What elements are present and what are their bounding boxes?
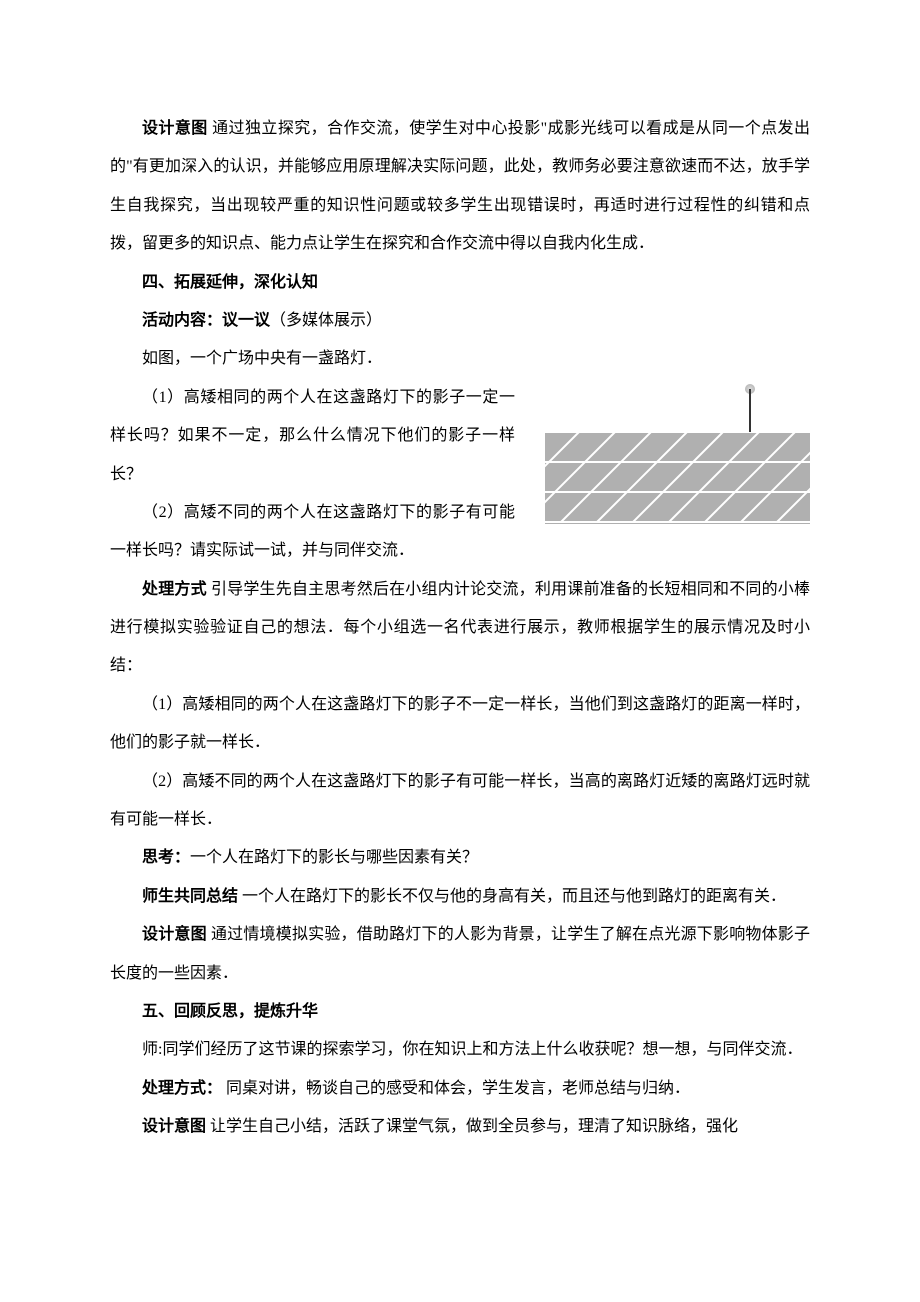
design-intent-label-3: 设计意图 [142, 1118, 206, 1135]
activity-label: 活动内容：议一议 [142, 312, 270, 329]
design-intent-content: 通过独立探究，合作交流，使学生对中心投影"成影光线可以看成是从同一个点发出的"有… [110, 120, 810, 252]
answer-1: （1）高矮相同的两个人在这盏路灯下的影子不一定一样长，当他们到这盏路灯的距离一样… [110, 686, 810, 763]
processing-content-2: 同桌对讲，畅谈自己的感受和体会，学生发言，老师总结与归纳． [222, 1080, 690, 1097]
thinking-label: 思考： [142, 849, 190, 866]
lamp-diagram [545, 389, 810, 524]
teacher-question: 师:同学们经历了这节课的探索学习，你在知识上和方法上什么收获呢？想一想，与同伴交… [110, 1031, 810, 1069]
processing-method-2: 处理方式： 同桌对讲，畅谈自己的感受和体会，学生发言，老师总结与归纳． [110, 1070, 810, 1108]
question-2: （2）高矮不同的两个人在这盏路灯下的影子有可能一样长吗？请实际试一试，并与同伴交… [110, 494, 515, 571]
design-intent-2: 设计意图 通过情境模拟实验，借助路灯下的人影为背景，让学生了解在点光源下影响物体… [110, 916, 810, 993]
design-intent-1: 设计意图 通过独立探究，合作交流，使学生对中心投影"成影光线可以看成是从同一个点… [110, 110, 810, 264]
thinking-content: 一个人在路灯下的影长与哪些因素有关？ [190, 849, 478, 866]
design-intent-label: 设计意图 [142, 120, 208, 137]
teacher-student-summary: 师生共同总结 一个人在路灯下的影长不仅与他的身高有关，而且还与他到路灯的距离有关… [110, 878, 810, 916]
question-with-diagram: （1）高矮相同的两个人在这盏路灯下的影子一定一样长吗？如果不一定，那么什么情况下… [110, 379, 810, 571]
processing-content: 引导学生先自主思考然后在小组内计论交流，利用课前准备的长短相同和不同的小棒进行模… [110, 581, 810, 675]
question-1: （1）高矮相同的两个人在这盏路灯下的影子一定一样长吗？如果不一定，那么什么情况下… [110, 379, 515, 494]
design-intent-content-3: 让学生自己小结，活跃了课堂气氛，做到全员参与，理清了知识脉络，强化 [206, 1118, 738, 1135]
activity-content: 活动内容：议一议（多媒体展示） [110, 302, 810, 340]
summary-content: 一个人在路灯下的影长不仅与他的身高有关，而且还与他到路灯的距离有关． [238, 888, 786, 905]
design-intent-content-2: 通过情境模拟实验，借助路灯下的人影为背景，让学生了解在点光源下影响物体影子长度的… [110, 926, 810, 981]
section-5-title: 五、回顾反思，提炼升华 [110, 993, 810, 1031]
figure-intro: 如图，一个广场中央有一盏路灯． [110, 340, 810, 378]
ground-svg [545, 432, 810, 524]
section-4-title: 四、拓展延伸，深化认知 [110, 264, 810, 302]
design-intent-label-2: 设计意图 [142, 926, 207, 943]
ground-tiles [545, 432, 810, 524]
thinking: 思考：一个人在路灯下的影长与哪些因素有关？ [110, 839, 810, 877]
processing-label-2: 处理方式： [142, 1080, 222, 1097]
answer-2: （2）高矮不同的两个人在这盏路灯下的影子有可能一样长，当高的离路灯近矮的离路灯远… [110, 763, 810, 840]
activity-text: （多媒体展示） [270, 312, 382, 329]
processing-label: 处理方式 [142, 581, 207, 598]
processing-method-1: 处理方式 引导学生先自主思考然后在小组内计论交流，利用课前准备的长短相同和不同的… [110, 571, 810, 686]
design-intent-3: 设计意图 让学生自己小结，活跃了课堂气氛，做到全员参与，理清了知识脉络，强化 [110, 1108, 810, 1146]
summary-label: 师生共同总结 [142, 888, 238, 905]
